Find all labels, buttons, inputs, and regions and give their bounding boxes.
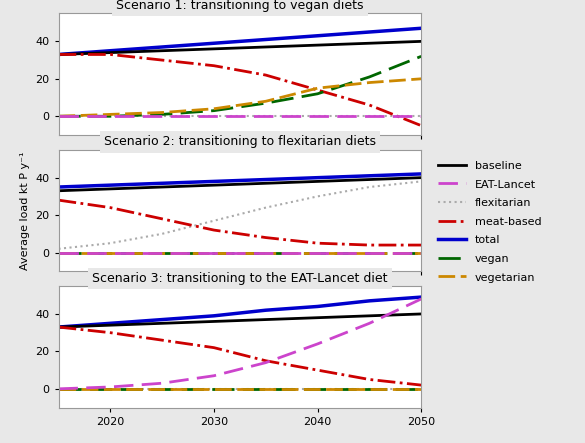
Title: Scenario 1: transitioning to vegan diets: Scenario 1: transitioning to vegan diets	[116, 0, 364, 12]
Legend: baseline, EAT-Lancet, flexitarian, meat-based, total, vegan, vegetarian: baseline, EAT-Lancet, flexitarian, meat-…	[432, 155, 547, 288]
Y-axis label: Average load kt P y⁻¹: Average load kt P y⁻¹	[20, 151, 30, 270]
Title: Scenario 2: transitioning to flexitarian diets: Scenario 2: transitioning to flexitarian…	[104, 136, 376, 148]
Title: Scenario 3: transitioning to the EAT-Lancet diet: Scenario 3: transitioning to the EAT-Lan…	[92, 272, 388, 285]
